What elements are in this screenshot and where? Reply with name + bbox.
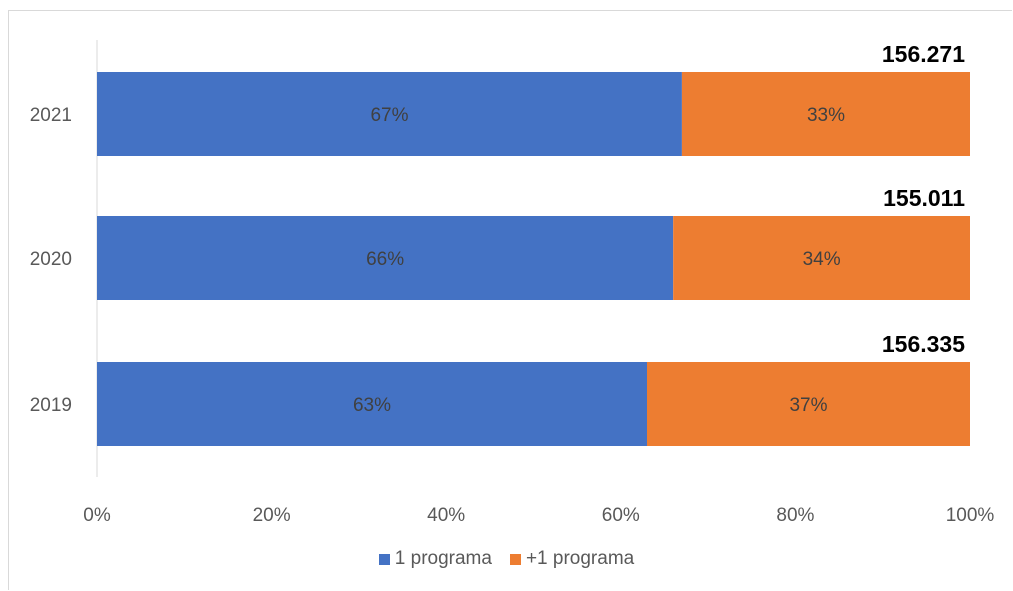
chart-frame — [8, 10, 1012, 590]
bar-2019-series-2 — [646, 362, 970, 446]
category-label-2020: 2020 — [30, 249, 72, 270]
legend-item-series-1: 1 programa — [378, 548, 492, 570]
x-tick-label: 40% — [427, 505, 465, 526]
x-tick-label: 20% — [253, 505, 291, 526]
bar-2021-series-1 — [97, 72, 682, 156]
category-label-2021: 2021 — [30, 105, 72, 126]
bar-2021-series-2 — [681, 72, 970, 156]
x-tick-label: 100% — [946, 505, 995, 526]
data-label-2021-series-1: 67% — [370, 105, 408, 126]
data-label-2019-series-2: 37% — [789, 395, 827, 416]
category-label-2019: 2019 — [30, 395, 72, 416]
x-tick-label: 0% — [83, 505, 111, 526]
total-label-2019: 156.335 — [882, 331, 965, 357]
bar-2020-series-1 — [97, 216, 674, 300]
x-tick-label: 60% — [602, 505, 640, 526]
legend-label-series-2: +1 programa — [525, 548, 635, 569]
data-label-2019-series-1: 63% — [353, 395, 391, 416]
total-label-2020: 155.011 — [883, 185, 965, 211]
legend-swatch-series-1 — [378, 553, 390, 565]
legend-item-series-2: +1 programa — [509, 548, 635, 570]
x-tick-label: 80% — [776, 505, 814, 526]
legend: 1 programa +1 programa — [0, 548, 1013, 570]
bar-2019-series-1 — [97, 362, 647, 446]
data-label-2020-series-1: 66% — [366, 249, 404, 270]
data-label-2021-series-2: 33% — [807, 105, 845, 126]
bar-2020-series-2 — [673, 216, 970, 300]
legend-label-series-1: 1 programa — [394, 548, 492, 569]
legend-swatch-series-2 — [509, 553, 521, 565]
total-label-2021: 156.271 — [882, 41, 965, 67]
data-label-2020-series-2: 34% — [803, 249, 841, 270]
